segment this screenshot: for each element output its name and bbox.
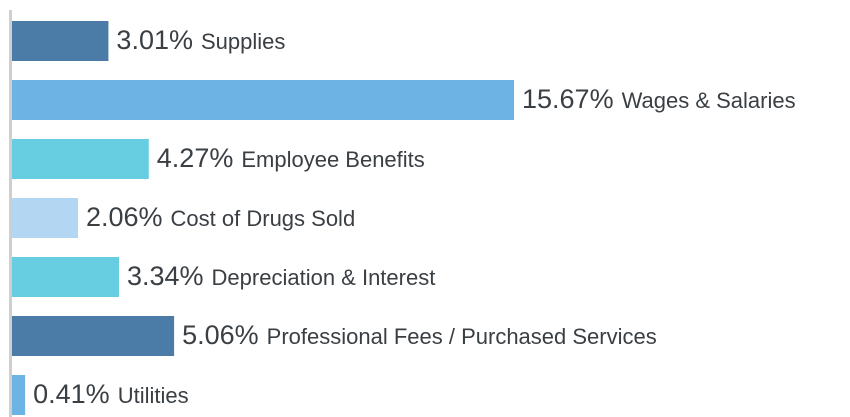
bar <box>12 21 109 61</box>
bar <box>12 316 175 356</box>
category-label: Employee Benefits <box>241 147 424 172</box>
value-label: 3.01% <box>116 25 193 55</box>
category-label: Professional Fees / Purchased Services <box>267 324 657 349</box>
value-label: 2.06% <box>86 202 163 232</box>
value-label: 5.06% <box>182 320 259 350</box>
value-label: 15.67% <box>522 84 614 114</box>
value-label: 4.27% <box>157 143 234 173</box>
category-label: Depreciation & Interest <box>212 265 436 290</box>
value-label: 3.34% <box>127 261 204 291</box>
category-label: Cost of Drugs Sold <box>171 206 356 231</box>
bar <box>12 198 78 238</box>
category-label: Wages & Salaries <box>622 88 796 113</box>
bar <box>12 375 26 415</box>
bar <box>12 257 119 297</box>
category-label: Utilities <box>118 383 189 408</box>
category-label: Supplies <box>201 29 285 54</box>
value-label: 0.41% <box>33 379 110 409</box>
bar <box>12 139 149 179</box>
bar <box>12 80 514 120</box>
